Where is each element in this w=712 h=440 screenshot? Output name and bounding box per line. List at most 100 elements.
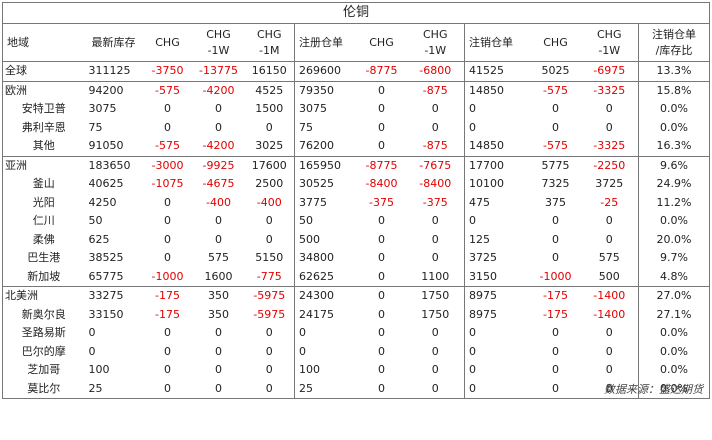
- cell-cancelled-ratio: 15.8%: [637, 80, 711, 100]
- cell-chg-1w: -1400: [593, 307, 626, 321]
- cell-cancelled-ratio: 27.0%: [637, 286, 711, 306]
- cell-cancelled-ratio: 0.0%: [637, 118, 711, 137]
- cell-chg: -575: [530, 80, 581, 100]
- cell-chg: 0: [378, 102, 385, 116]
- cell-chg: 0: [164, 214, 171, 228]
- header-region: 地域: [2, 23, 85, 62]
- cell-chg-1m: 4525: [244, 80, 295, 100]
- cell-latest-stock: 100: [88, 363, 110, 377]
- table-title: 伦铜: [1, 2, 711, 24]
- cell-cancelled-warrants: 475: [464, 193, 531, 212]
- cell-chg: 0: [164, 251, 171, 265]
- table-row: 北美洲 33275 -175 350 -5975 24300 0 1750 8975 -175 -1…: [2, 286, 711, 306]
- location-label: 安特卫普: [2, 100, 85, 119]
- cell-chg-1w: -8400: [419, 177, 452, 191]
- cell-chg-1w: 0: [406, 379, 465, 399]
- cell-chg-1w: -6800: [406, 61, 465, 81]
- cell-chg-1w: 0: [605, 102, 613, 116]
- cell-chg-1w: 0: [605, 120, 613, 134]
- cell-chg-1w: 0: [605, 363, 613, 377]
- cell-chg-1w: 0: [431, 363, 439, 377]
- cell-cancelled-ratio: 9.7%: [637, 249, 711, 268]
- cell-chg-1m: -400: [256, 195, 282, 209]
- cell-chg: 0: [552, 102, 559, 116]
- cell-chg: -1000: [151, 269, 184, 283]
- cell-chg-1w: 0: [431, 102, 439, 116]
- cell-chg: -3000: [142, 155, 193, 175]
- cell-chg: 7325: [541, 177, 570, 191]
- table-row: 全球 311125 -3750 -13775 16150 269600 -8775 -6800…: [2, 61, 711, 81]
- cell-chg: -175: [543, 307, 568, 321]
- cell-chg: 0: [164, 120, 171, 134]
- cell-cancelled-warrants: 14850: [464, 137, 531, 156]
- cell-cancelled-ratio: 9.6%: [637, 155, 711, 175]
- cell-cancelled-warrants: 0: [464, 342, 531, 361]
- cell-chg-1w: 0: [215, 232, 222, 246]
- table-row: 柔佛 625 0 0 0 500 0 0 125 0 0 20.0%: [2, 230, 711, 249]
- cell-chg-1m: 0: [265, 344, 273, 358]
- header-chg-1w: CHG -1W: [406, 23, 465, 62]
- cell-registered-warrants: 0: [294, 342, 357, 361]
- cell-cancelled-ratio: 4.8%: [637, 267, 711, 287]
- cell-chg-1w: 0: [215, 344, 222, 358]
- header-chg-1m: CHG -1M: [244, 23, 295, 62]
- cell-registered-warrants: 24175: [294, 305, 357, 324]
- cell-chg-1w: -6975: [580, 61, 639, 81]
- cell-chg: 0: [164, 344, 171, 358]
- header-registered-warrants: 注册仓单: [294, 23, 357, 62]
- table-row: 仁川 50 0 0 0 50 0 0 0 0 0 0.0%: [2, 212, 711, 231]
- cell-chg-1w: 0: [605, 214, 613, 228]
- table-row: 安特卫普 3075 0 0 1500 3075 0 0 0 0 0 0.0%: [2, 100, 711, 119]
- cell-cancelled-ratio: 0.0%: [637, 342, 711, 361]
- cell-registered-warrants: 75: [294, 118, 357, 137]
- cell-cancelled-warrants: 0: [464, 100, 531, 119]
- cell-registered-warrants: 500: [294, 230, 357, 249]
- cell-chg: 0: [378, 232, 385, 246]
- cell-chg-1w: 0: [215, 214, 222, 228]
- cell-chg-1w: 0: [431, 251, 439, 265]
- cell-chg-1w: 0: [192, 379, 245, 399]
- cell-chg-1w: 1100: [421, 269, 450, 283]
- cell-latest-stock: 311125: [84, 61, 143, 81]
- cell-latest-stock: 50: [88, 214, 103, 228]
- cell-chg-1w: -13775: [192, 61, 245, 81]
- cell-registered-warrants: 100: [294, 361, 357, 380]
- cell-chg: 0: [378, 269, 385, 283]
- cell-cancelled-ratio: 24.9%: [637, 175, 711, 194]
- cell-latest-stock: 4250: [88, 195, 117, 209]
- cell-chg-1m: 5150: [255, 251, 284, 265]
- cell-chg-1m: 0: [244, 379, 295, 399]
- cell-chg-1m: -775: [256, 269, 282, 283]
- header-row: 地域 最新库存 CHG CHG -1W CHG -1M 注册仓单 CHG CHG -1W 注销仓…: [2, 23, 711, 62]
- location-label: 釜山: [2, 175, 85, 194]
- cell-chg-1w: -875: [406, 80, 465, 100]
- cell-chg-1m: -5975: [253, 307, 286, 321]
- cell-chg-1w: -3325: [593, 139, 626, 153]
- cell-registered-warrants: 3075: [294, 100, 357, 119]
- cell-chg: 0: [378, 120, 385, 134]
- cell-chg-1w: -4675: [202, 177, 235, 191]
- cell-chg: -175: [142, 286, 193, 306]
- table-row: 其他 91050 -575 -4200 3025 76200 0 -875 14850 -575 -…: [2, 137, 711, 156]
- cell-chg: 0: [356, 80, 407, 100]
- table-row: 亚洲 183650 -3000 -9925 17600 165950 -8775 -7675 1…: [2, 155, 711, 175]
- cell-chg-1w: 1750: [406, 286, 465, 306]
- cell-registered-warrants: 50: [294, 212, 357, 231]
- cell-chg-1w: 0: [431, 214, 439, 228]
- cell-latest-stock: 0: [88, 344, 96, 358]
- cell-chg: 0: [378, 214, 385, 228]
- cell-chg-1w: 0: [431, 326, 439, 340]
- cell-chg: 0: [378, 344, 385, 358]
- cell-chg-1w: -3325: [580, 80, 639, 100]
- location-label: 新加坡: [2, 267, 85, 287]
- cell-cancelled-ratio: 0.0%: [637, 379, 711, 399]
- table-row: 芝加哥 100 0 0 0 100 0 0 0 0 0 0.0%: [2, 361, 711, 380]
- header-chg-1w: CHG -1W: [580, 23, 639, 62]
- cell-chg-1m: 17600: [244, 155, 295, 175]
- cell-chg-1w: 1600: [204, 269, 233, 283]
- cell-chg-1w: 575: [598, 251, 620, 265]
- cell-cancelled-ratio: 11.2%: [637, 193, 711, 212]
- cell-chg-1w: 500: [598, 269, 620, 283]
- lme-copper-inventory-table: 伦铜 地域 最新库存 CHG CHG -1W CHG -1M 注册仓单 CHG CHG -1W…: [1, 2, 711, 399]
- cell-chg-1w: 0: [215, 120, 222, 134]
